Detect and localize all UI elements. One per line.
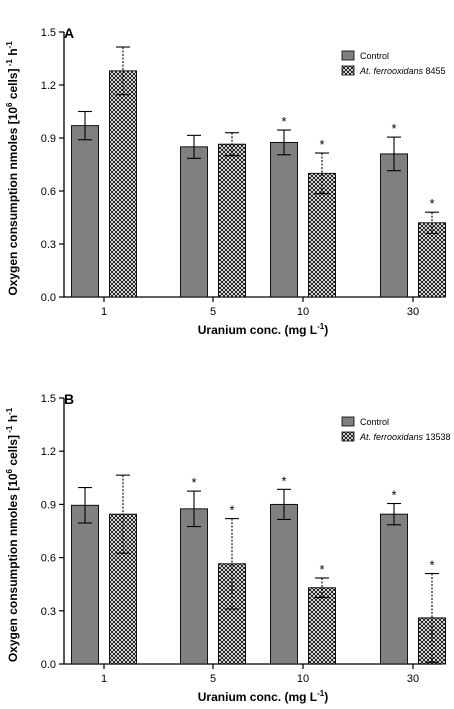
y-axis-title-end: h <box>6 48 20 59</box>
y-tick-label: 0.6 <box>41 553 56 565</box>
legend-swatch <box>341 431 355 442</box>
bar-control <box>71 125 99 298</box>
legend-entry: At. ferrooxidans 8455 <box>359 66 446 76</box>
y-axis-title-mid: cells] <box>6 435 20 469</box>
y-axis-title-text: Oxygen consumption nmoles [10 <box>6 107 20 296</box>
y-tick-label: 0.0 <box>41 292 56 304</box>
significance-star: * <box>319 562 324 577</box>
significance-star: * <box>429 558 434 573</box>
significance-star: * <box>229 503 234 518</box>
significance-star: * <box>281 473 286 488</box>
legend-swatch <box>341 50 355 61</box>
y-axis-title-sup: 6 <box>5 468 14 473</box>
y-axis-title-sup2: -1 <box>5 425 14 435</box>
legend-entry: At. ferrooxidans 13538 <box>359 432 451 442</box>
y-axis-title-sup: 6 <box>5 102 14 107</box>
legend-strain: 13538 <box>423 432 451 442</box>
x-tick-label: 5 <box>210 673 216 685</box>
y-axis-title-end: h <box>6 415 20 426</box>
y-tick-label: 1.5 <box>41 393 56 405</box>
bar-control <box>180 508 208 665</box>
x-tick-label: 1 <box>101 673 107 685</box>
x-tick-label: 5 <box>210 306 216 318</box>
legend-species: At. ferrooxidans <box>359 66 424 76</box>
y-axis-title-sup3: -1 <box>5 41 14 49</box>
panel-label: B <box>64 391 74 407</box>
legend-swatch <box>341 416 355 427</box>
panel-b-chart: B 0.0 0.3 0.6 0.9 1.2 1.5 1 5 10 30 * * * * * * Control At… <box>5 391 451 704</box>
bar-control <box>270 141 298 298</box>
legend-swatch <box>341 65 355 76</box>
y-axis-title-mid: cells] <box>6 68 20 102</box>
y-tick-label: 0.9 <box>41 133 56 145</box>
x-axis-title: Uranium conc. (mg L-1) <box>198 322 328 337</box>
y-tick-label: 0.6 <box>41 186 56 198</box>
bar-treated <box>218 143 246 298</box>
x-tick-label: 10 <box>297 673 309 685</box>
significance-star: * <box>429 196 434 211</box>
bar-control <box>71 504 99 665</box>
x-axis-title: Uranium conc. (mg L-1) <box>198 689 328 704</box>
y-tick-label: 1.2 <box>41 80 56 92</box>
bar-treated <box>418 222 446 298</box>
bar-control <box>380 153 408 298</box>
x-axis-title-text: Uranium conc. (mg L <box>198 690 317 704</box>
y-axis-title-sup2: -1 <box>5 59 14 69</box>
y-tick-label: 0.9 <box>41 499 56 511</box>
y-tick-label: 0.0 <box>41 659 56 671</box>
x-axis-title-sup: -1 <box>317 689 325 698</box>
significance-star: * <box>191 475 196 490</box>
bar-treated <box>418 617 446 665</box>
x-axis-title-sup: -1 <box>317 322 325 331</box>
bar-treated <box>109 70 137 298</box>
y-tick-label: 1.5 <box>41 27 56 39</box>
x-axis-title-end: ) <box>324 690 328 704</box>
x-tick-label: 10 <box>297 306 309 318</box>
bar-treated <box>308 587 336 665</box>
legend-name: Control <box>360 417 389 427</box>
legend-entry: Control <box>360 417 389 427</box>
legend-strain: 8455 <box>423 66 446 76</box>
bar-control <box>270 503 298 665</box>
x-tick-label: 30 <box>407 673 419 685</box>
x-tick-label: 1 <box>101 306 107 318</box>
x-axis-title-end: ) <box>324 323 328 337</box>
bar-control <box>380 513 408 665</box>
x-tick-label: 30 <box>407 306 419 318</box>
y-tick-label: 1.2 <box>41 446 56 458</box>
significance-star: * <box>319 137 324 152</box>
panel-a-chart: A 0.0 0.3 0.6 0.9 1.2 1.5 1 5 10 30 * * * * Control At. … <box>5 25 446 337</box>
y-tick-label: 0.3 <box>41 239 56 251</box>
bar-control <box>180 146 208 298</box>
legend-species: At. ferrooxidans <box>359 432 424 442</box>
significance-star: * <box>391 121 396 136</box>
significance-star: * <box>281 114 286 129</box>
y-axis-title-text: Oxygen consumption nmoles [10 <box>6 473 20 662</box>
legend-entry: Control <box>360 51 389 61</box>
bar-treated <box>218 563 246 665</box>
legend-name: Control <box>360 51 389 61</box>
y-axis-title-sup3: -1 <box>5 407 14 415</box>
y-tick-label: 0.3 <box>41 606 56 618</box>
significance-star: * <box>391 488 396 503</box>
x-axis-title-text: Uranium conc. (mg L <box>198 323 317 337</box>
y-axis-title: Oxygen consumption nmoles [106 cells] -1… <box>5 41 20 296</box>
y-axis-title: Oxygen consumption nmoles [106 cells] -1… <box>5 407 20 662</box>
panel-label: A <box>64 25 74 41</box>
